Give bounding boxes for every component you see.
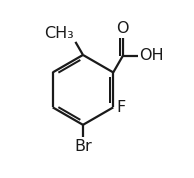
Text: O: O bbox=[117, 21, 129, 36]
Text: Br: Br bbox=[74, 138, 92, 154]
Text: F: F bbox=[116, 100, 126, 115]
Text: OH: OH bbox=[139, 48, 164, 63]
Text: CH₃: CH₃ bbox=[45, 26, 74, 41]
